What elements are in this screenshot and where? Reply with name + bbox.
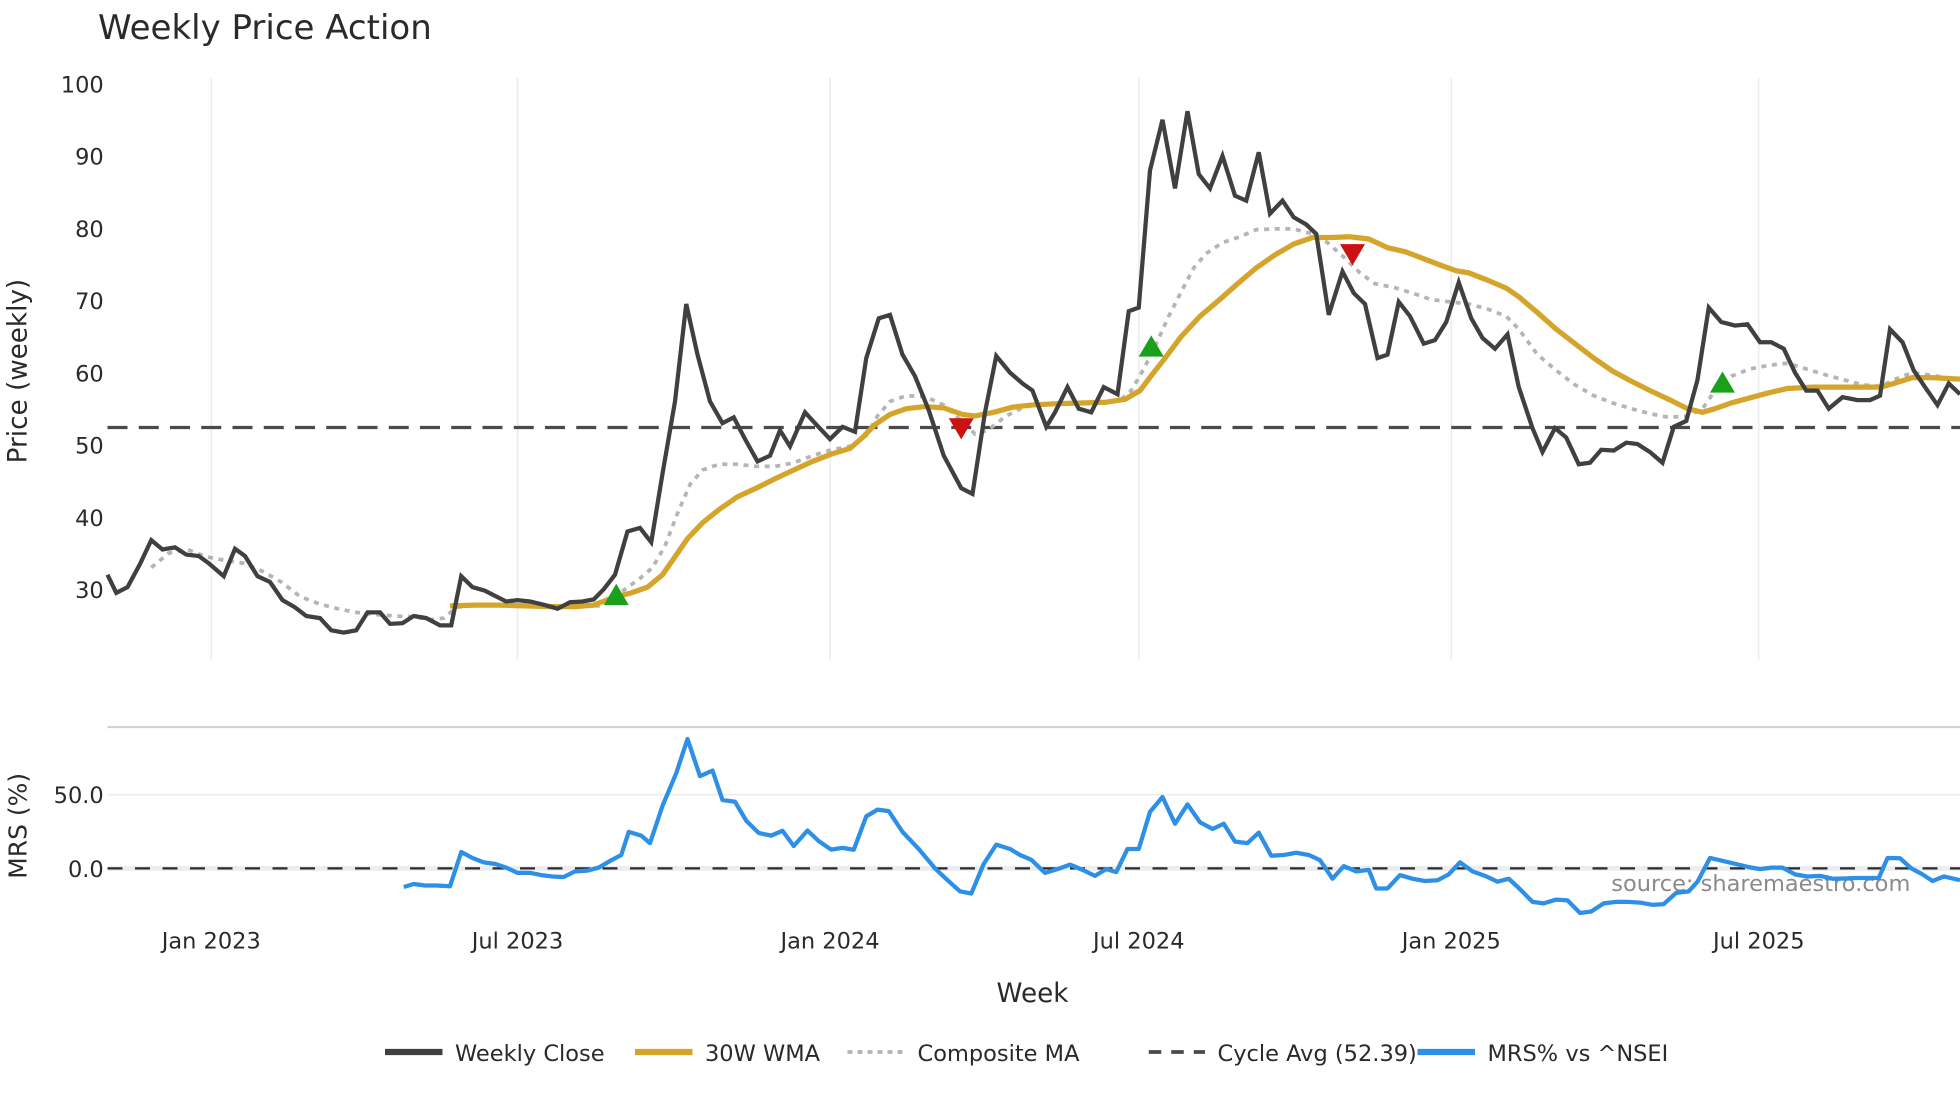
x-axis-ticks: Jan 2023 Jul 2023 Jan 2024 Jul 2024 Jan 2025…: [160, 928, 1805, 954]
price-y-tick-label: 70: [75, 289, 104, 315]
wma-30w-line: [449, 234, 1960, 610]
weekly-close-line: [105, 110, 1960, 635]
x-tick-label: Jul 2024: [1091, 928, 1185, 954]
x-tick-label: Jan 2024: [778, 928, 879, 954]
signal-markers: [603, 244, 1735, 606]
vertical-gridlines: [210, 77, 1760, 660]
mrs-y-tick-label: 0.0: [68, 857, 104, 883]
buy-signal-icon: [1710, 371, 1735, 393]
x-tick-label: Jul 2023: [470, 928, 564, 954]
price-y-tick-label: 90: [75, 145, 104, 171]
mrs-y-tick-label: 50.0: [54, 783, 104, 809]
price-y-tick-label: 30: [75, 578, 104, 604]
legend-label-cycle: Cycle Avg (52.39): [1218, 1041, 1417, 1067]
price-y-tick-label: 80: [75, 217, 104, 243]
x-tick-label: Jul 2025: [1711, 928, 1805, 954]
x-tick-label: Jan 2025: [1400, 928, 1501, 954]
composite-ma-line: [150, 227, 1960, 622]
legend-label-mrs: MRS% vs ^NSEI: [1488, 1041, 1669, 1067]
price-y-axis-ticks: 30 40 50 60 70 80 90 100: [61, 72, 104, 604]
source-note: source: sharemaestro.com: [1611, 871, 1910, 897]
mrs-y-axis-ticks: 0.0 50.0: [54, 783, 104, 883]
price-y-tick-label: 40: [75, 506, 104, 532]
price-y-axis-label: Price (weekly): [3, 279, 33, 464]
buy-signal-icon: [1138, 335, 1164, 357]
sell-signal-icon: [1340, 244, 1365, 266]
mrs-line: [403, 736, 1960, 916]
price-y-tick-label: 60: [75, 361, 104, 387]
sell-signal-icon: [948, 418, 974, 440]
x-axis-label: Week: [997, 979, 1070, 1009]
mrs-y-axis-label: MRS (%): [3, 773, 32, 879]
x-tick-label: Jan 2023: [160, 928, 261, 954]
chart-title: Weekly Price Action: [98, 8, 432, 48]
legend-label-close: Weekly Close: [455, 1041, 605, 1067]
price-y-tick-label: 100: [61, 72, 104, 98]
buy-signal-icon: [603, 583, 629, 606]
legend-label-composite: Composite MA: [918, 1041, 1081, 1067]
legend: Weekly Close 30W WMA Composite MA Cycle Avg…: [385, 1041, 1668, 1067]
legend-label-wma: 30W WMA: [705, 1041, 821, 1067]
price-y-tick-label: 50: [75, 434, 104, 460]
